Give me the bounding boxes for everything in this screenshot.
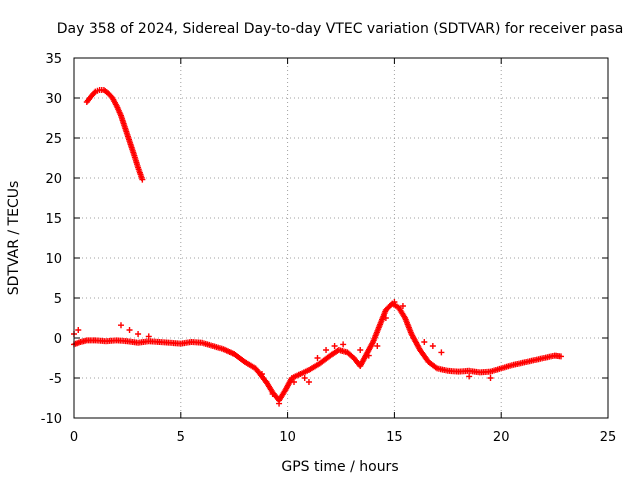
- short-segments-point: [365, 352, 372, 359]
- y-tick-label: 5: [54, 292, 62, 307]
- short-segments-point: [291, 379, 298, 385]
- y-tick-label: 10: [45, 252, 62, 267]
- grid-lines: [74, 58, 608, 418]
- short-segments-point: [466, 373, 473, 380]
- main-trace-point: [558, 353, 565, 360]
- x-tick-label: 0: [70, 430, 78, 445]
- data-points: [71, 87, 565, 407]
- short-segments-point: [382, 315, 389, 321]
- y-tick-label: -10: [41, 412, 62, 427]
- short-segments-point: [340, 341, 347, 348]
- short-segments-point: [391, 299, 398, 305]
- short-segments-point: [429, 343, 436, 349]
- short-segments-point: [126, 327, 133, 333]
- y-tick-label: 0: [54, 332, 62, 347]
- x-tick-label: 15: [386, 430, 403, 445]
- short-segments-point: [357, 347, 364, 353]
- short-segments-point: [438, 349, 445, 356]
- short-segments-point: [399, 303, 406, 309]
- y-tick-label: 25: [45, 132, 62, 147]
- short-segments-point: [314, 355, 321, 361]
- short-segments-point: [323, 347, 330, 353]
- short-segments-point: [301, 375, 308, 381]
- short-segments-point: [263, 379, 270, 385]
- short-segments-point: [487, 375, 494, 381]
- short-segments-point: [374, 343, 381, 349]
- short-segments-point: [305, 379, 312, 385]
- y-tick-label: -5: [49, 372, 62, 387]
- x-tick-label: 10: [279, 430, 296, 445]
- short-segments-point: [117, 322, 124, 329]
- x-tick-label: 20: [493, 430, 510, 445]
- short-segments-point: [145, 333, 152, 340]
- y-tick-label: 20: [45, 172, 62, 187]
- short-segments-point: [421, 339, 428, 345]
- x-tick-label: 25: [600, 430, 617, 445]
- short-segments-point: [269, 391, 276, 397]
- y-tick-label: 35: [45, 52, 62, 67]
- axis-ticks: 0 5 10 15 20 25 -10 -5 0 5 10 15 20 25 30 35: [41, 52, 617, 445]
- short-segments-point: [276, 400, 283, 407]
- x-axis-label: GPS time / hours: [281, 459, 398, 475]
- y-axis-label: SDTVAR / TECUs: [6, 181, 22, 296]
- y-tick-label: 30: [45, 92, 62, 107]
- short-segments-point: [135, 331, 142, 337]
- short-segments-point: [258, 371, 265, 377]
- y-tick-label: 15: [45, 212, 62, 227]
- short-segments-point: [331, 343, 338, 349]
- plot-frame: [73, 57, 609, 419]
- high-arc-point: [91, 89, 98, 96]
- x-tick-label: 5: [177, 430, 185, 445]
- high-arc-point: [139, 176, 146, 183]
- short-segments-point: [75, 327, 82, 333]
- chart-title: Day 358 of 2024, Sidereal Day-to-day VTE…: [57, 21, 624, 37]
